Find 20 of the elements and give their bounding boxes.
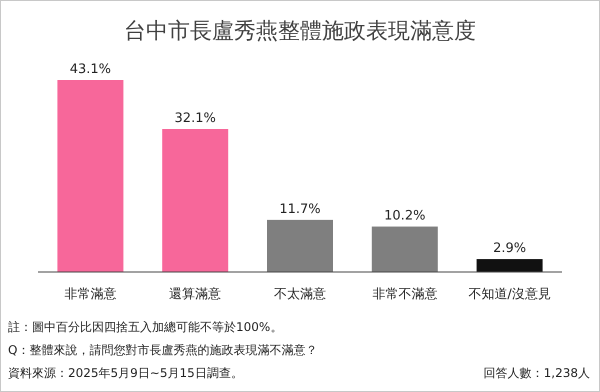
bar [476,259,543,272]
text: 註：圖中百分比因四捨五入加總可能不等於100%。 [8,320,282,334]
text: Q：整體來說，請問您對市長盧秀燕的施政表現滿不滿意？ [8,343,318,357]
chart-title: 台中市長盧秀燕整體施政表現滿意度 [124,19,476,44]
x-tick-label: 不太滿意 [274,287,326,302]
bar [267,220,333,272]
data-label: 2.9% [493,241,526,256]
data-label: 32.1% [174,111,216,126]
data-label: 43.1% [70,62,112,77]
x-tick-label: 非常不滿意 [372,287,438,302]
bar [57,80,124,272]
text: 回答人數：1,238人 [484,366,590,380]
x-tick-label: 不知道/沒意見 [468,287,551,302]
x-tick-label: 非常滿意 [64,287,116,302]
data-label: 10.2% [384,208,426,224]
bar [372,226,438,272]
x-tick-label: 還算滿意 [169,287,222,302]
source-note: 資料來源：2025年5月9日~5月15日調查。 [8,366,243,380]
bar [162,129,228,272]
data-label: 11.7% [279,202,321,217]
